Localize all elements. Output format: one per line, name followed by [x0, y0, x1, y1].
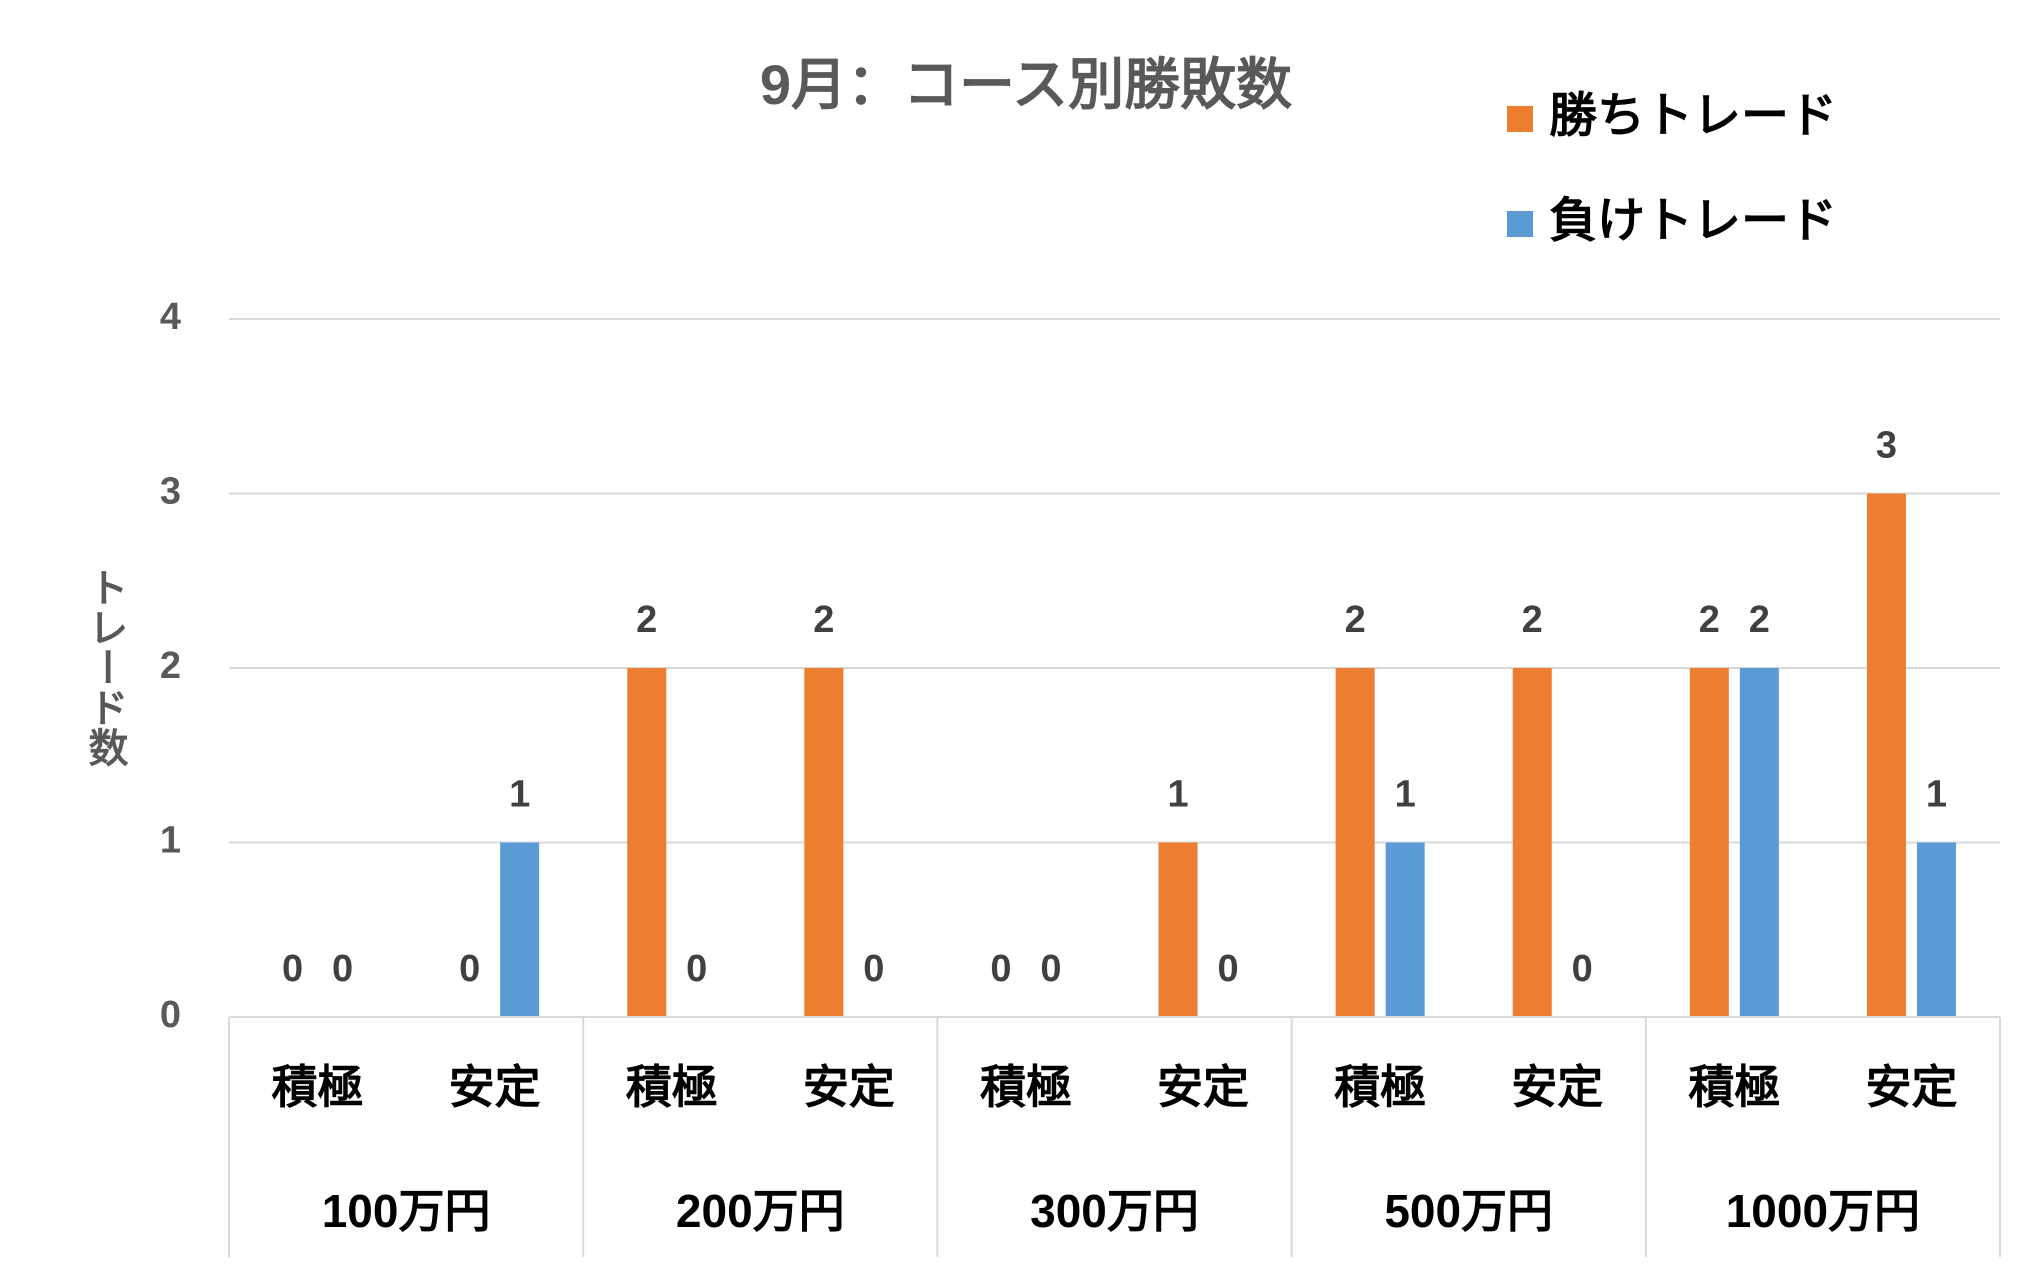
data-label: 0 — [686, 948, 707, 990]
data-label: 2 — [1749, 599, 1770, 641]
data-label: 1 — [1926, 774, 1947, 816]
bar — [1512, 668, 1552, 1017]
bar — [1385, 842, 1425, 1017]
data-label: 0 — [459, 948, 480, 990]
x-tick-label: 安定 — [803, 1061, 895, 1113]
data-label: 0 — [332, 948, 353, 990]
data-label: 2 — [1699, 599, 1720, 641]
group-label: 500万円 — [1384, 1185, 1553, 1237]
x-tick-label: 安定 — [1865, 1061, 1957, 1113]
group-label: 1000万円 — [1726, 1185, 1920, 1237]
data-label: 0 — [1040, 948, 1061, 990]
group-label: 200万円 — [676, 1185, 845, 1237]
data-label: 0 — [863, 948, 884, 990]
y-axis-title: トレード数 — [82, 567, 128, 767]
data-label: 2 — [1345, 599, 1366, 641]
data-label: 0 — [282, 948, 303, 990]
data-label: 0 — [1217, 948, 1238, 990]
data-label: 0 — [990, 948, 1011, 990]
legend-label: 負けトレード — [1549, 195, 1837, 248]
x-tick-label: 積極 — [626, 1061, 718, 1113]
data-label: 2 — [1522, 599, 1543, 641]
data-label: 1 — [1395, 774, 1416, 816]
bar — [804, 668, 844, 1017]
y-tick-label: 0 — [160, 994, 181, 1036]
legend-swatch — [1507, 106, 1533, 132]
x-tick-label: 積極 — [272, 1061, 364, 1113]
bar — [1689, 668, 1729, 1017]
data-label: 3 — [1876, 425, 1897, 467]
data-label: 2 — [813, 599, 834, 641]
y-tick-label: 3 — [160, 471, 181, 513]
y-tick-label: 2 — [160, 645, 181, 687]
bar — [627, 668, 667, 1017]
bar — [1158, 842, 1198, 1017]
bar — [1916, 842, 1956, 1017]
legend-swatch — [1507, 211, 1533, 237]
x-tick-label: 積極 — [1688, 1061, 1780, 1113]
data-label: 2 — [636, 599, 657, 641]
x-tick-label: 積極 — [980, 1061, 1072, 1113]
data-label: 1 — [509, 774, 530, 816]
x-tick-label: 積極 — [1334, 1061, 1426, 1113]
bar — [1739, 668, 1779, 1017]
data-label: 0 — [1572, 948, 1593, 990]
bar — [1335, 668, 1375, 1017]
x-tick-label: 安定 — [1511, 1061, 1603, 1113]
x-tick-label: 安定 — [449, 1061, 541, 1113]
chart-title: 9月：コース別勝敗数 — [760, 53, 1292, 116]
bar — [1866, 493, 1906, 1017]
x-tick-label: 安定 — [1157, 1061, 1249, 1113]
y-tick-label: 4 — [160, 296, 181, 338]
group-label: 100万円 — [322, 1185, 491, 1237]
bar — [500, 842, 540, 1017]
data-label: 1 — [1167, 774, 1188, 816]
legend-label: 勝ちトレード — [1549, 90, 1837, 143]
y-tick-label: 1 — [160, 820, 181, 862]
group-label: 300万円 — [1030, 1185, 1199, 1237]
